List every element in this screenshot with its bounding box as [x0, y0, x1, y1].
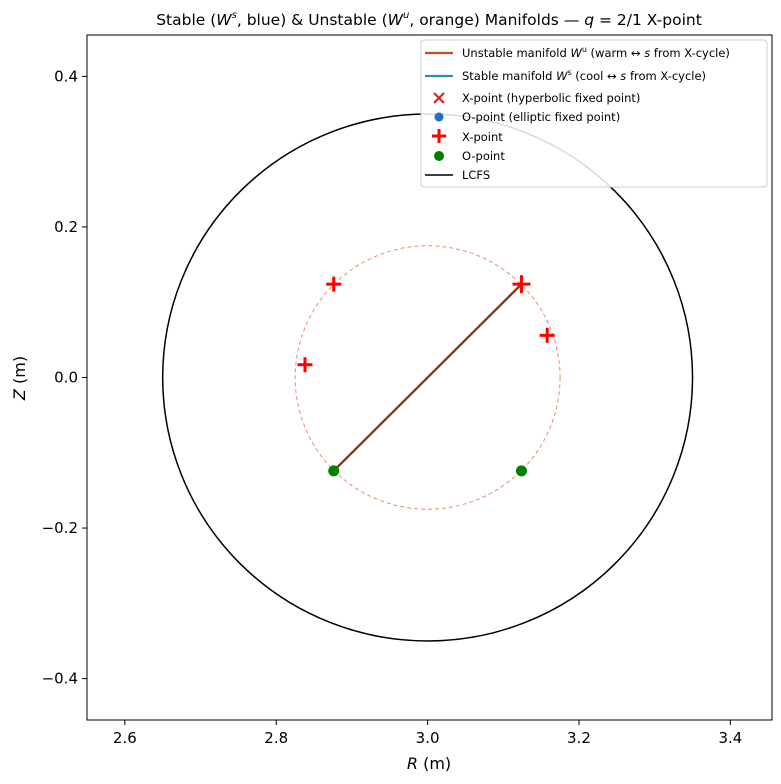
x-point-marker-1 [512, 275, 531, 294]
y-tick-label-4: 0.4 [54, 67, 78, 85]
x-point-marker-3 [297, 357, 313, 373]
legend-xmark-label: X-point (hyperbolic fixed point) [462, 91, 640, 105]
legend-stable-label: Stable manifold Ws (cool ↔ s from X-cycl… [462, 68, 706, 83]
legend-omark-swatch [434, 112, 444, 122]
legend-lcfs-label: LCFS [462, 168, 490, 182]
legend-xplus-label: X-point [462, 130, 503, 144]
y-tick-label-0: −0.4 [42, 670, 78, 688]
chart-title: Stable (Ws, blue) & Unstable (Wu, orange… [156, 10, 702, 29]
y-tick-label-3: 0.2 [54, 218, 78, 236]
y-tick-label-2: 0.0 [54, 369, 78, 387]
o-point-marker-0 [328, 465, 340, 477]
x-point-marker-2 [539, 327, 555, 343]
y-axis-ticks: −0.4 −0.2 0.0 0.2 0.4 [42, 67, 87, 688]
x-tick-label-4: 3.4 [718, 729, 742, 747]
legend-box [420, 39, 768, 188]
legend-opoint-label: O-point [462, 149, 505, 163]
legend-unstable-label: Unstable manifold Wu (warm ↔ s from X-cy… [462, 45, 730, 60]
legend-opoint-swatch [434, 151, 444, 161]
legend-omark-label: O-point (elliptic fixed point) [462, 110, 620, 124]
legend-xplus-swatch [432, 129, 446, 143]
x-tick-label-0: 2.6 [113, 729, 137, 747]
y-tick-label-1: −0.2 [42, 519, 78, 537]
x-point-marker-0 [326, 276, 342, 292]
x-tick-label-2: 3.0 [416, 729, 440, 747]
x-tick-label-1: 2.8 [264, 729, 288, 747]
legend-xmark-swatch [433, 92, 445, 104]
plot-area [161, 113, 694, 642]
x-tick-label-3: 3.2 [567, 729, 591, 747]
legend: Unstable manifold Wu (warm ↔ s from X-cy… [420, 39, 768, 188]
o-point-marker-1 [515, 465, 527, 477]
y-axis-label: Z (m) [10, 356, 29, 401]
x-axis-ticks: 2.6 2.8 3.0 3.2 3.4 [113, 720, 742, 747]
x-axis-label: R (m) [407, 754, 451, 773]
unstable-manifold-line [332, 283, 523, 472]
reference-dashed-circle [294, 245, 561, 510]
